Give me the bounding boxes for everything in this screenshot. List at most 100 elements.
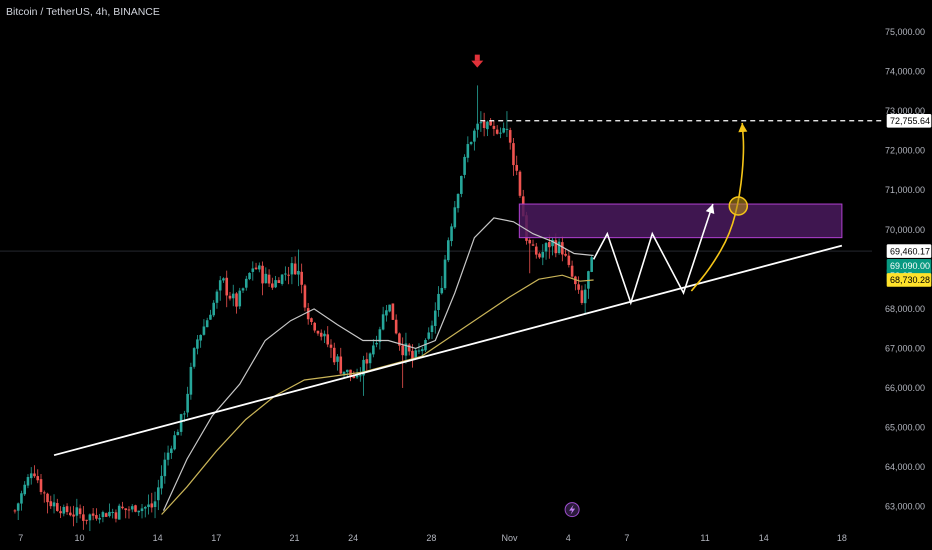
candle-body [443,259,447,289]
candle-body [215,291,219,303]
candle-body [531,244,535,246]
curve-arrow-head [738,122,748,133]
candle-body [417,350,421,352]
candle-body [583,289,587,304]
candle-body [342,371,346,375]
candle-body [62,506,66,514]
candle-body [492,125,496,129]
candle-body [147,504,150,507]
candle-body [508,130,512,143]
candle-body [267,274,271,284]
candle-body [192,348,196,367]
candle-body [359,375,362,377]
candle-body [163,459,167,477]
projection-zigzag[interactable] [592,203,714,306]
y-tick-label: 71,000.00 [885,185,925,195]
candle-body [160,475,163,489]
x-tick-label: 21 [289,533,299,543]
x-tick-label: 24 [348,533,358,543]
candle-body [46,493,49,503]
price-badge [886,244,932,258]
candle-body [319,332,323,337]
candle-body [271,283,274,288]
candle-body [577,284,580,290]
candle-body [170,448,173,453]
candle-body [336,356,339,362]
candle-body [306,308,310,320]
candle-body [450,226,453,242]
top-arrow-icon [471,54,484,68]
candle-body [95,515,98,519]
candle-body [16,503,20,511]
x-tick-label: 28 [426,533,436,543]
ascending-trendline[interactable] [53,244,843,457]
candle-body [580,290,584,303]
candle-body [460,175,463,194]
candle-body [561,242,564,255]
candle-body [137,510,141,513]
candle-body [75,507,79,516]
candle-body [310,318,313,323]
target-circle[interactable] [728,196,749,216]
supply-zone[interactable] [518,203,843,239]
candle-body [372,345,375,355]
candle-body [430,325,434,332]
candle-body [258,265,261,270]
price-badge-text: 69,460.17 [890,246,930,256]
candle-body [329,344,333,348]
candle-body [388,304,391,312]
candle-body [251,268,255,272]
price-labels: 72,755.6469,460.1769,090.0052:3568,730.2… [886,113,932,287]
price-axis: 75,000.00 74,000.00 73,000.00 72,000.00 71,0… [885,27,925,512]
candle-body [65,506,69,513]
candle-body [248,272,251,280]
y-tick-label: 68,000.00 [885,304,925,314]
candle-body [150,503,154,508]
candle-body [117,505,121,520]
candle-body [398,333,401,346]
x-tick-label: 14 [759,533,769,543]
candle-body [414,350,418,358]
candle-body [205,320,209,328]
candle-body [20,493,23,504]
candle-body [218,280,222,291]
candle-body [476,123,479,130]
y-tick-label: 65,000.00 [885,423,925,433]
candle-body [235,293,238,307]
candle-body [127,509,131,511]
candle-body [179,414,183,432]
candle-body [407,344,411,352]
candle-body [225,277,229,296]
candle-body [274,280,277,288]
candle-body [153,501,157,508]
candle-body [199,334,202,341]
x-tick-label: Nov [502,533,519,543]
candle-body [33,473,36,477]
candle-body [157,487,160,501]
x-tick-label: 11 [700,533,709,543]
candle-body [72,514,75,517]
candle-body [196,339,199,349]
candle-body [254,267,258,270]
candle-body [313,322,317,331]
candle-body [176,431,180,436]
zigzag-arrow-head [705,204,715,214]
candle-body [574,276,577,285]
projection-curve[interactable] [690,122,745,292]
candle-body [26,477,30,486]
y-tick-label: 67,000.00 [885,343,925,353]
candle-body [303,285,307,308]
y-tick-label: 64,000.00 [885,462,925,472]
candle-body [463,156,466,175]
y-tick-label: 74,000.00 [885,67,925,77]
candle-body [293,263,297,275]
candle-body [365,359,369,364]
candle-body [362,359,365,376]
candle-body [551,239,554,247]
candle-body [570,265,574,277]
candle-body [42,492,46,494]
candle-body [499,132,502,134]
lightning-event-icon[interactable] [564,502,580,518]
candle-body [381,314,385,330]
